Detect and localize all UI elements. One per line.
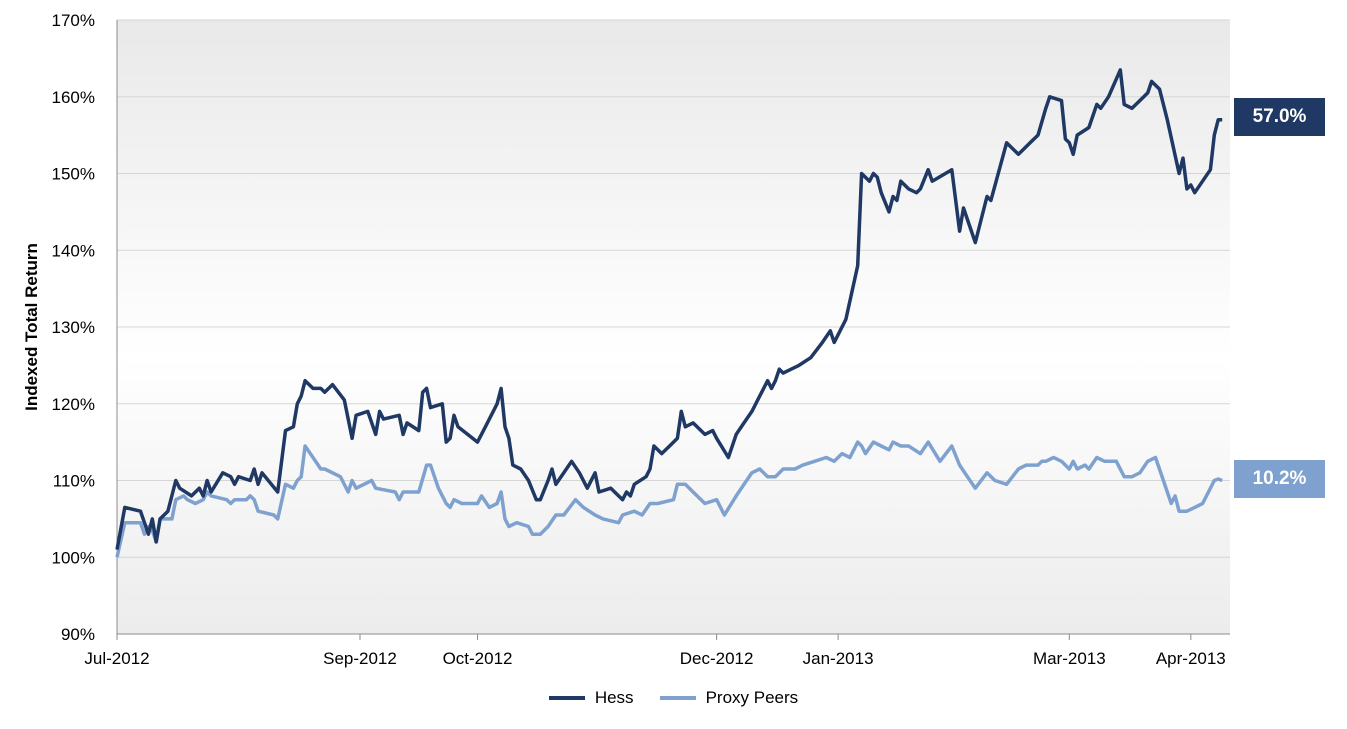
legend: Hess Proxy Peers [0, 688, 1347, 708]
x-tick-label: Apr-2013 [1156, 649, 1226, 668]
end-label-hess: 57.0% [1234, 98, 1325, 136]
y-tick-label: 100% [52, 548, 95, 567]
y-tick-label: 160% [52, 88, 95, 107]
y-axis-label: Indexed Total Return [22, 243, 41, 411]
y-tick-label: 140% [52, 241, 95, 260]
series-line-proxy-peers [115, 440, 1223, 558]
x-tick-label: Oct-2012 [443, 649, 513, 668]
x-tick-label: Mar-2013 [1033, 649, 1106, 668]
legend-swatch-proxy-peers [659, 696, 696, 700]
legend-item-proxy-peers: Proxy Peers [659, 688, 799, 708]
y-tick-label: 90% [61, 625, 95, 644]
y-tick-label: 150% [52, 165, 95, 184]
y-tick-labels: 90% 100% 110% 120% 130% 140% 150% 160% 170% [52, 11, 95, 644]
x-tick-label: Dec-2012 [680, 649, 754, 668]
legend-item-hess: Hess [548, 688, 634, 708]
x-tick-label: Sep-2012 [323, 649, 397, 668]
y-tick-label: 170% [52, 11, 95, 30]
x-tick-label: Jul-2012 [84, 649, 149, 668]
x-tick-label: Jan-2013 [803, 649, 874, 668]
legend-label-hess: Hess [594, 688, 634, 707]
series-line-hess [115, 68, 1223, 550]
legend-swatch-hess [548, 696, 585, 700]
x-tick-labels: Jul-2012 Sep-2012 Oct-2012 Dec-2012 Jan-2013… [84, 634, 1226, 668]
gridlines [116, 19, 1230, 635]
y-tick-label: 130% [52, 318, 95, 337]
y-tick-label: 110% [53, 472, 95, 491]
y-tick-label: 120% [52, 395, 95, 414]
legend-label-proxy-peers: Proxy Peers [705, 688, 799, 707]
series-lines [115, 68, 1223, 558]
end-label-proxy-peers: 10.2% [1234, 460, 1325, 498]
